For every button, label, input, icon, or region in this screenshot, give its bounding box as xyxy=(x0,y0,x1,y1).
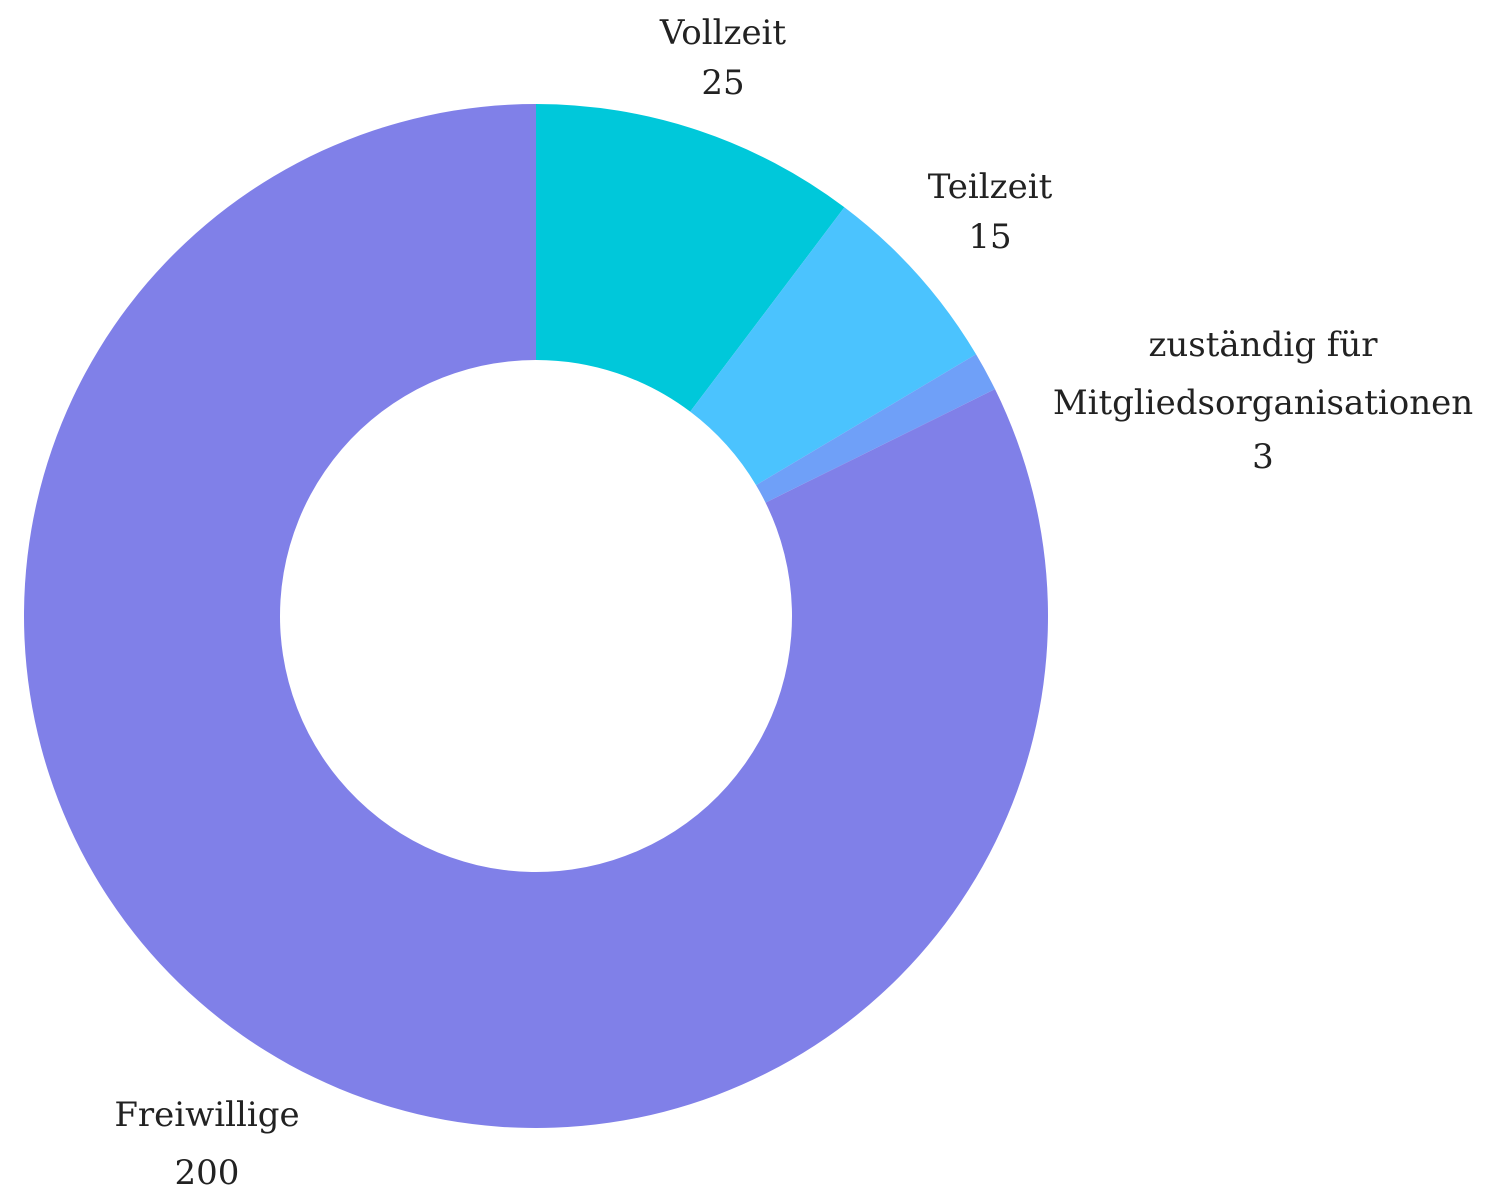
slice-label: Freiwillige 200 xyxy=(7,1090,407,1196)
donut-slice xyxy=(23,104,1049,1128)
value-label: 15 xyxy=(968,217,1012,257)
slice-label: zuständig für Mitgliedsorganisationen 3 xyxy=(1023,316,1500,482)
slice-label: Vollzeit 25 xyxy=(423,8,1023,108)
slice-label: Teilzeit 15 xyxy=(790,162,1190,262)
donut-slice xyxy=(690,207,977,486)
donut-slice xyxy=(536,104,845,412)
category-label: zuständig für Mitgliedsorganisationen xyxy=(1052,325,1474,423)
category-label: Teilzeit xyxy=(927,167,1053,207)
category-label: Vollzeit xyxy=(659,13,787,53)
category-label: Freiwillige xyxy=(114,1095,300,1135)
value-label: 25 xyxy=(701,63,745,103)
value-label: 3 xyxy=(1252,437,1274,477)
value-label: 200 xyxy=(174,1153,240,1193)
donut-slice xyxy=(756,354,996,503)
